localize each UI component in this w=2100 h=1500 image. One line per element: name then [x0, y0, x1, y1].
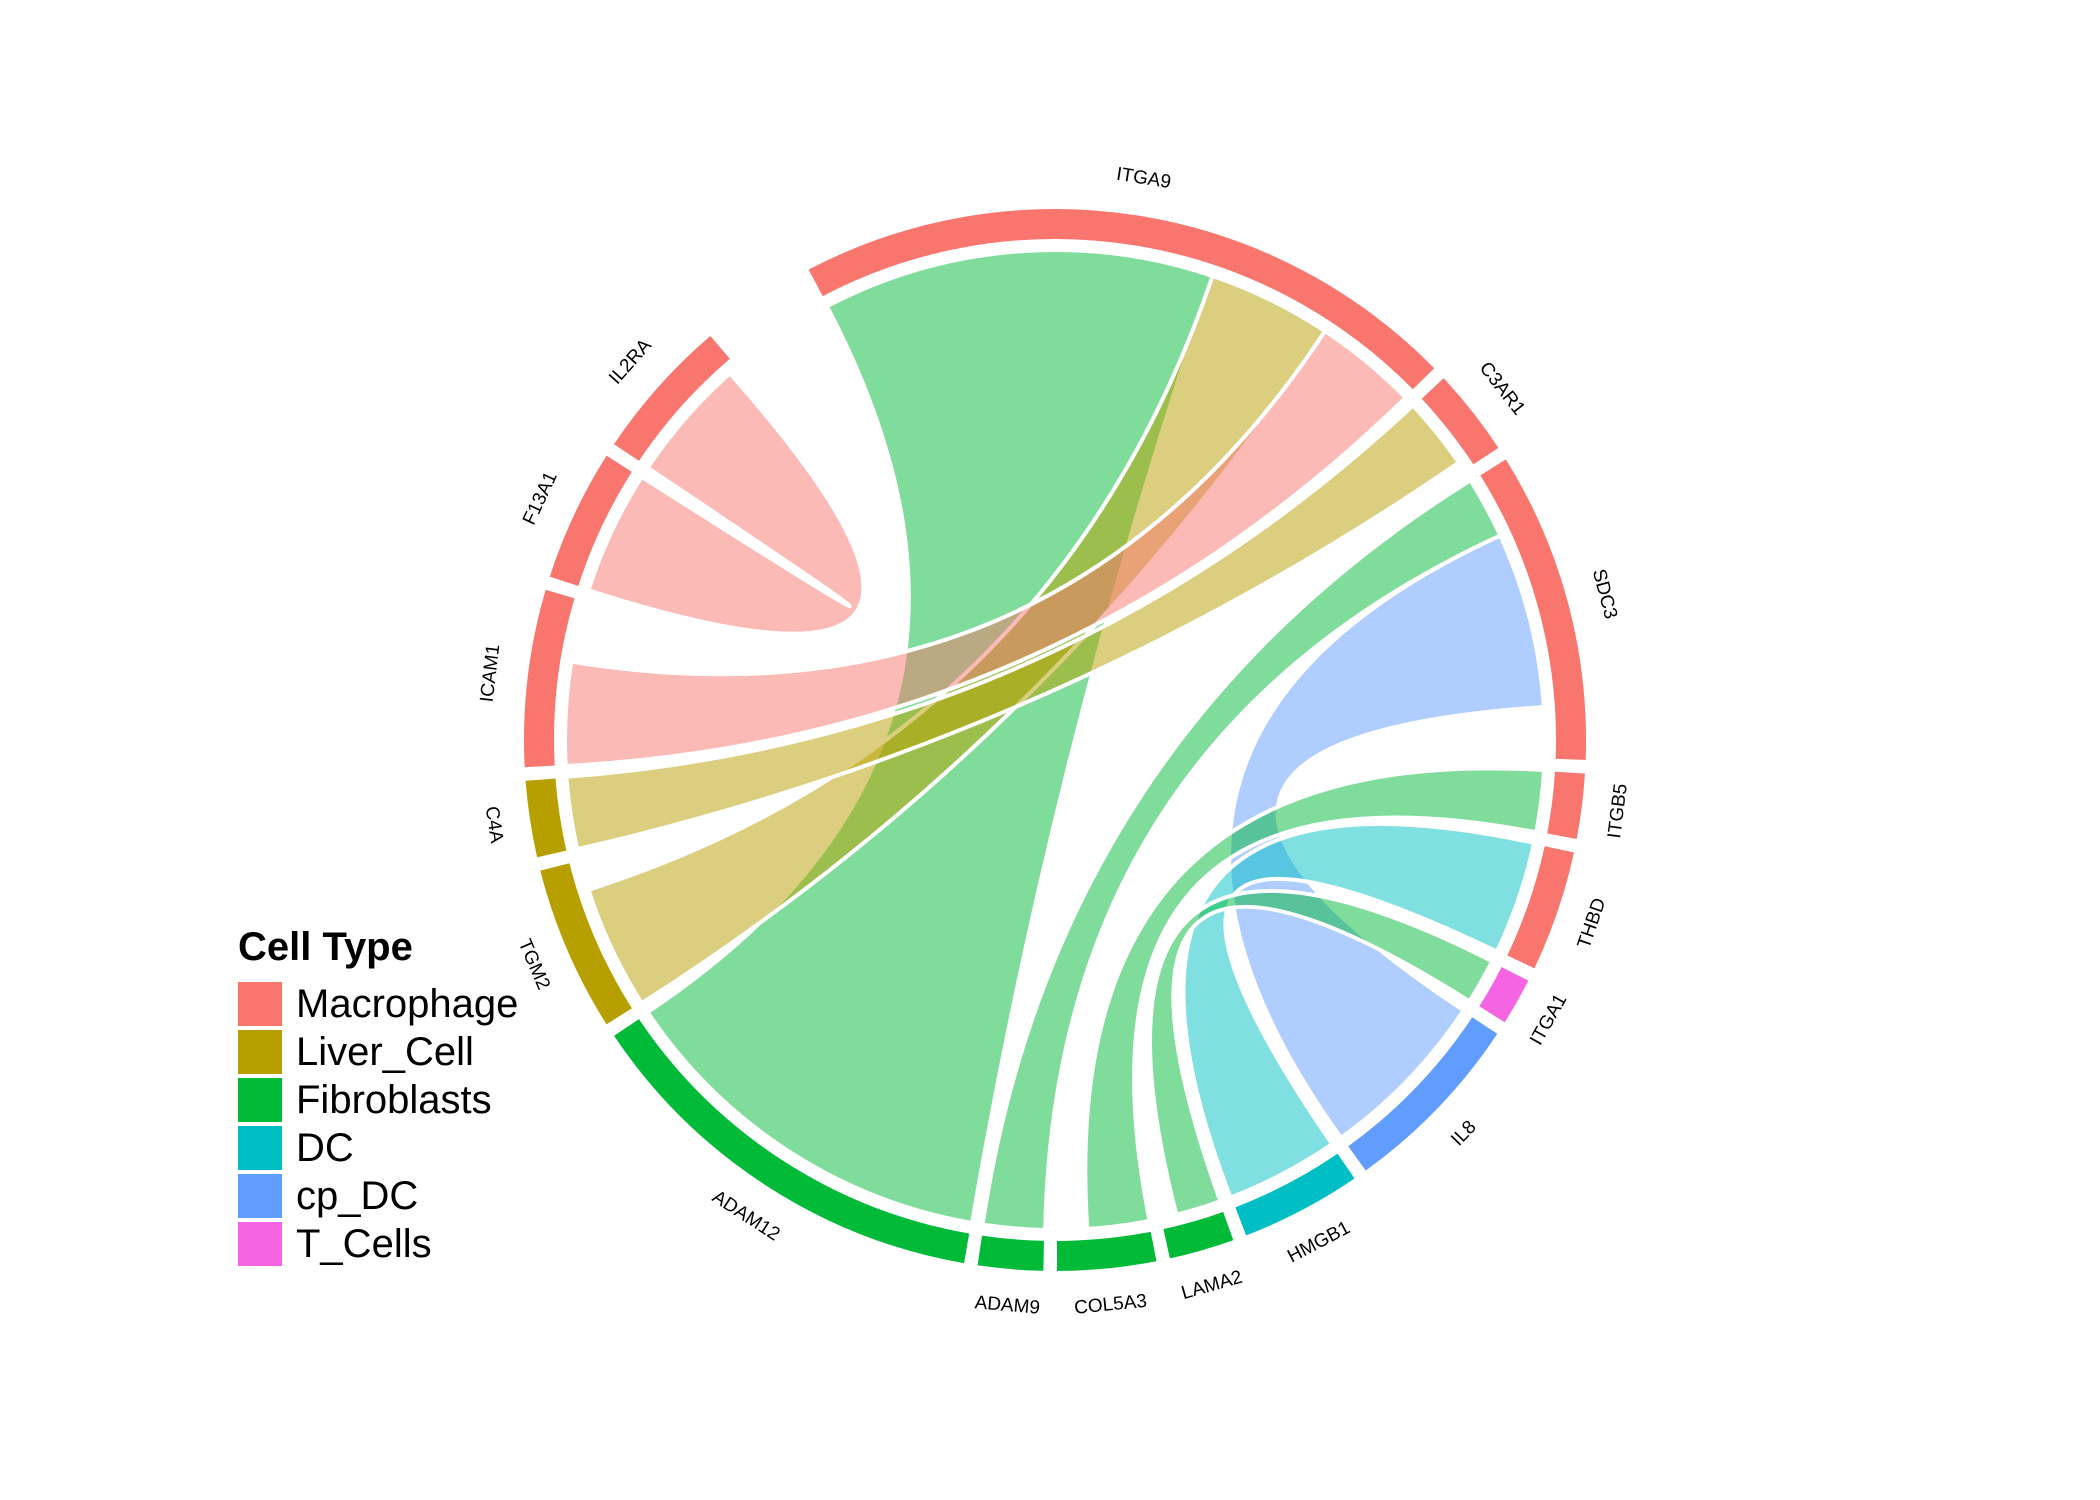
sector-label-lama2: LAMA2 — [1179, 1267, 1245, 1304]
legend-label: Fibroblasts — [296, 1077, 492, 1122]
sector-label-icam1: ICAM1 — [477, 643, 505, 703]
sector-arc-col5a3 — [1054, 1229, 1159, 1274]
legend-key-liver-cell — [238, 1030, 282, 1074]
link-itga9-icam1 — [563, 328, 1409, 769]
sector-arc-icam1 — [522, 587, 577, 770]
sector-arc-itga9 — [806, 207, 1438, 393]
sector-label-il2ra: IL2RA — [605, 335, 656, 389]
sector-label-hmgb1: HMGB1 — [1284, 1217, 1354, 1267]
sector-arc-tgm2 — [537, 860, 635, 1028]
link-il2ra-f13a1 — [585, 370, 866, 636]
legend: Cell Type Macrophage Liver_Cell Fibrobla… — [238, 925, 518, 1268]
legend-label: DC — [296, 1125, 354, 1170]
sector-arc-thbd — [1504, 843, 1577, 972]
sector-label-col5a3: COL5A3 — [1073, 1291, 1148, 1319]
sector-arc-itga1 — [1476, 964, 1532, 1026]
sector-label-adam9: ADAM9 — [974, 1292, 1041, 1318]
legend-key-cp-dc — [238, 1174, 282, 1218]
sector-label-il8: IL8 — [1447, 1117, 1480, 1151]
link-sdc3-adam9 — [980, 477, 1503, 1232]
sector-label-sdc3: SDC3 — [1588, 567, 1621, 621]
sector-label-adam12: ADAM12 — [708, 1186, 783, 1245]
legend-title: Cell Type — [238, 925, 413, 969]
sector-arc-f13a1 — [547, 452, 635, 589]
sector-label-tgm2: TGM2 — [514, 936, 554, 993]
sector-arc-c4a — [523, 776, 569, 860]
link-c3ar1-c4a — [564, 402, 1462, 852]
legend-key-fibroblasts — [238, 1078, 282, 1122]
sector-label-c4a: C4A — [481, 805, 507, 845]
legend-item-macrophage: Macrophage — [238, 980, 518, 1028]
legend-label: T_Cells — [296, 1221, 432, 1266]
sector-label-c3ar1: C3AR1 — [1475, 358, 1529, 419]
legend-item-cp-dc: cp_DC — [238, 1172, 518, 1220]
sector-arc-hmgb1 — [1232, 1150, 1358, 1238]
sector-arc-il2ra — [611, 333, 733, 464]
legend-key-dc — [238, 1126, 282, 1170]
sector-arc-lama2 — [1161, 1209, 1236, 1261]
legend-item-dc: DC — [238, 1124, 518, 1172]
link-itga1-lama2 — [1148, 888, 1495, 1218]
sector-arc-adam9 — [975, 1233, 1046, 1273]
sector-arc-c3ar1 — [1418, 375, 1502, 468]
sector-label-itgb5: ITGB5 — [1604, 782, 1632, 839]
legend-label: Macrophage — [296, 981, 519, 1026]
chord-sectors — [522, 207, 1588, 1274]
sector-label-thbd: THBD — [1574, 895, 1611, 951]
sector-arc-sdc3 — [1477, 456, 1588, 762]
sector-arc-itgb5 — [1544, 769, 1588, 842]
legend-key-macrophage — [238, 982, 282, 1026]
sector-label-itga1: ITGA1 — [1526, 991, 1571, 1049]
legend-key-t-cells — [238, 1222, 282, 1266]
legend-item-t-cells: T_Cells — [238, 1220, 518, 1268]
legend-item-fibroblasts: Fibroblasts — [238, 1076, 518, 1124]
sector-label-itga9: ITGA9 — [1115, 164, 1173, 193]
sector-arc-il8 — [1345, 1014, 1501, 1174]
sector-label-f13a1: F13A1 — [519, 469, 562, 529]
link-thbd-hmgb1 — [1181, 822, 1537, 1201]
legend-item-liver-cell: Liver_Cell — [238, 1028, 518, 1076]
link-itgb5-col5a3 — [1083, 766, 1547, 1232]
sector-arc-adam12 — [611, 1016, 972, 1266]
legend-label: Liver_Cell — [296, 1029, 474, 1074]
link-sdc3-il8 — [1227, 532, 1547, 1141]
legend-label: cp_DC — [296, 1173, 419, 1218]
chord-links — [563, 248, 1547, 1232]
